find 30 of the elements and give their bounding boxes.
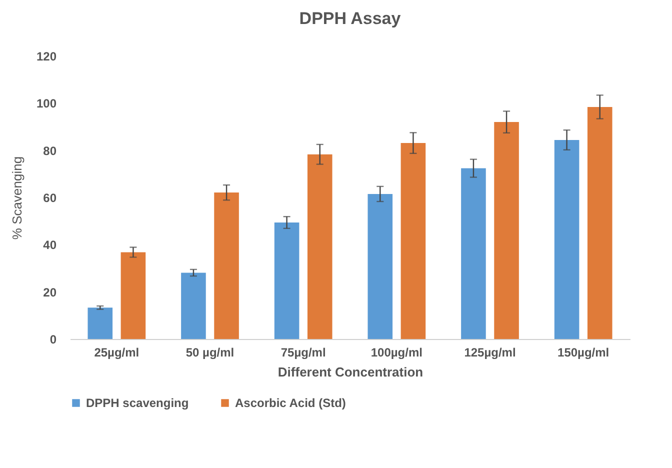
x-tick-label: 150µg/ml	[558, 346, 610, 360]
chart-title: DPPH Assay	[299, 9, 402, 28]
x-axis-title: Different Concentration	[278, 364, 424, 380]
bar	[494, 122, 519, 339]
bar	[554, 140, 580, 339]
bar	[120, 252, 146, 339]
bar	[88, 308, 113, 339]
legend-label: DPPH scavenging	[86, 396, 189, 410]
legend-label: Ascorbic Acid (Std)	[235, 396, 346, 410]
bar	[274, 222, 300, 339]
y-tick-label: 100	[36, 96, 57, 111]
x-tick-label: 75µg/ml	[280, 346, 326, 360]
y-axis-title: % Scavenging	[9, 156, 24, 240]
x-tick-label: 25µg/ml	[94, 346, 140, 360]
y-tick-label: 40	[43, 238, 57, 252]
bar	[181, 272, 206, 339]
bar	[461, 168, 486, 339]
bar	[587, 106, 612, 339]
bar	[214, 192, 239, 339]
bar	[307, 154, 332, 339]
y-tick-label: 120	[36, 50, 57, 64]
x-tick-label: 125µg/ml	[464, 346, 516, 360]
y-tick-label: 80	[43, 144, 57, 158]
y-tick-label: 20	[43, 285, 57, 300]
bar	[368, 194, 393, 339]
y-tick-label: 0	[50, 332, 57, 346]
bar	[400, 143, 426, 339]
x-tick-label: 50 µg/ml	[186, 346, 234, 360]
x-tick-label: 100µg/ml	[370, 346, 422, 360]
y-tick-label: 60	[43, 191, 57, 205]
